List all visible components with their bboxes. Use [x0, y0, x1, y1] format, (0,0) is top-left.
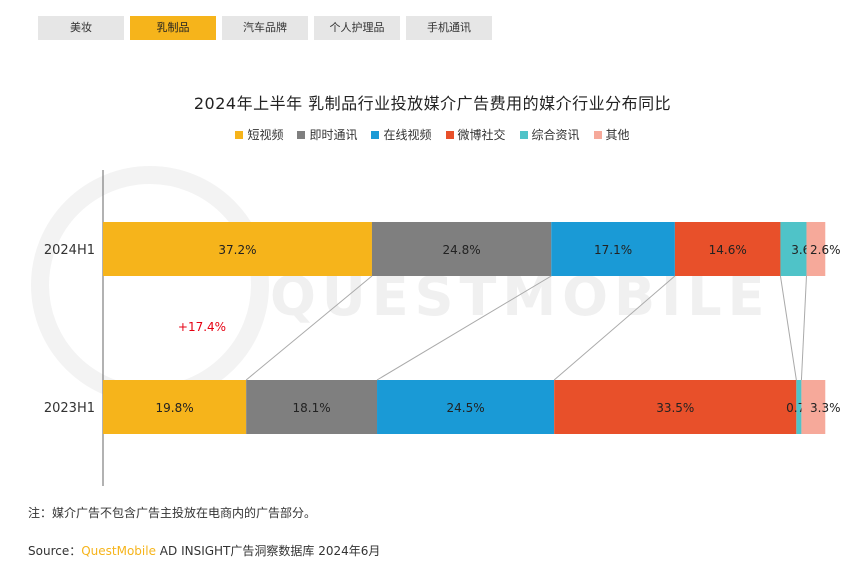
data-label: 24.8%: [443, 243, 481, 257]
bar-segment: [674, 222, 781, 276]
legend-item-other: 其他: [593, 126, 630, 143]
growth-annotation: +17.4%: [178, 320, 226, 334]
category-label: 2024H1: [44, 243, 95, 258]
legend-item-instant-messaging: 即时通讯: [297, 126, 357, 143]
bar-segment: [103, 222, 372, 276]
legend-swatch: [445, 130, 454, 139]
bar-segment: [806, 222, 826, 276]
data-label: 17.1%: [594, 243, 632, 257]
bar-segment: [796, 380, 802, 434]
data-label: 3.3%: [810, 401, 841, 415]
connector-line: [376, 275, 552, 381]
footnote: 注：媒介广告不包含广告主投放在电商内的广告部分。: [28, 506, 317, 520]
watermark-logo: [31, 166, 269, 404]
source-rest: AD INSIGHT广告洞察数据库 2024年6月: [155, 544, 381, 558]
source-line: Source：QuestMobile AD INSIGHT广告洞察数据库 202…: [28, 542, 380, 559]
tab-auto-brand[interactable]: 汽车品牌: [222, 16, 308, 40]
data-label: 19.8%: [156, 401, 194, 415]
legend-item-general-news: 综合资讯: [519, 126, 580, 143]
data-label: 2.6%: [810, 243, 841, 257]
bar-segment: [801, 380, 826, 434]
data-label: 24.5%: [447, 401, 485, 415]
legend-item-online-video: 在线视频: [371, 126, 432, 143]
data-label: 18.1%: [293, 401, 331, 415]
legend-swatch: [297, 130, 306, 139]
legend-label: 微博社交: [457, 128, 506, 142]
bar-segment: [780, 222, 807, 276]
connector-line: [800, 275, 807, 381]
data-label: 37.2%: [218, 243, 256, 257]
tab-dairy[interactable]: 乳制品: [130, 16, 216, 40]
bar-segment: [246, 380, 378, 434]
tab-beauty[interactable]: 美妆: [38, 16, 124, 40]
connector-line: [779, 275, 797, 381]
chart-legend: 短视频 即时通讯 在线视频 微博社交 综合资讯 其他: [0, 126, 865, 143]
bar-segment: [103, 380, 247, 434]
legend-item-weibo-social: 微博社交: [445, 126, 506, 143]
data-label: 14.6%: [709, 243, 747, 257]
tab-personal-care[interactable]: 个人护理品: [314, 16, 400, 40]
category-label: 2023H1: [44, 401, 95, 416]
legend-label: 综合资讯: [531, 128, 580, 142]
chart-title: 2024年上半年 乳制品行业投放媒介广告费用的媒介行业分布同比: [193, 94, 672, 113]
tab-mobile-telecom[interactable]: 手机通讯: [406, 16, 492, 40]
legend-label: 即时通讯: [309, 128, 358, 142]
legend-label: 其他: [605, 128, 630, 142]
legend-item-short-video: 短视频: [235, 126, 283, 143]
legend-swatch: [235, 130, 244, 139]
legend-swatch: [593, 130, 602, 139]
legend-label: 短视频: [247, 128, 284, 142]
data-label: 33.5%: [656, 401, 694, 415]
bar-segment: [551, 222, 675, 276]
source-brand: QuestMobile: [81, 544, 156, 558]
source-prefix: Source：: [28, 544, 82, 558]
connector-line: [245, 275, 373, 381]
legend-swatch: [371, 130, 380, 139]
legend-label: 在线视频: [383, 128, 432, 142]
legend-swatch: [519, 130, 528, 139]
bar-segment: [377, 380, 555, 434]
bar-segment: [554, 380, 797, 434]
connector-line: [553, 275, 676, 381]
stacked-bar-chart: QUESTMOBILE2024H137.2%24.8%17.1%14.6%3.6…: [31, 166, 841, 486]
bar-segment: [371, 222, 552, 276]
